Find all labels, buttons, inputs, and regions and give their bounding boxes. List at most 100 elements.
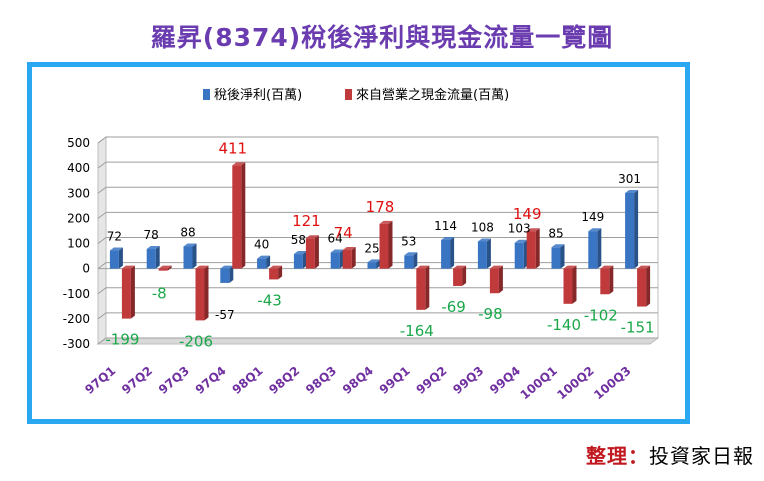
bar-net-income <box>625 192 635 269</box>
bar-cash-flow-top <box>600 265 614 269</box>
source-credit: 整理：投資家日報 <box>586 440 754 469</box>
bar-net-income-top <box>146 246 160 250</box>
data-label-net-income: 40 <box>254 238 269 252</box>
legend-label-net-income: 稅後淨利(百萬) <box>214 88 302 103</box>
bar-net-income-top <box>183 243 197 247</box>
bar-cash-flow-side <box>351 247 356 269</box>
gridline <box>97 211 658 219</box>
bar-net-income-side <box>229 265 234 283</box>
bar-net-income-top <box>293 251 307 255</box>
chart-title: 羅昇(8374)稅後淨利與現金流量一覽圖 <box>150 23 614 52</box>
y-tick-label: 300 <box>67 186 90 200</box>
bar-cash-flow <box>637 268 647 307</box>
bar-cash-flow-side <box>572 265 577 304</box>
x-tick-label: 97Q1 <box>82 364 118 397</box>
bar-cash-flow-side <box>204 265 209 321</box>
bar-net-income-top <box>441 236 455 240</box>
bar-cash-flow-side <box>646 265 651 307</box>
bar-cash-flow-side <box>388 220 393 269</box>
data-label-net-income: 64 <box>328 232 343 246</box>
bar-net-income-side <box>450 236 455 269</box>
y-tick-label: -200 <box>63 312 90 326</box>
data-label-cash-flow: -69 <box>441 298 466 316</box>
bar-cash-flow <box>416 268 426 310</box>
data-label-net-income: -57 <box>215 308 235 322</box>
x-tick-label: 99Q2 <box>414 364 450 397</box>
x-tick-label: 98Q2 <box>266 364 302 397</box>
bar-cash-flow-top <box>637 265 651 269</box>
bar-net-income <box>404 255 414 269</box>
bar-net-income-side <box>118 247 123 269</box>
data-label-cash-flow: 149 <box>513 205 542 223</box>
gridline <box>97 136 658 144</box>
bar-net-income-top <box>625 189 639 193</box>
bar-net-income-top <box>514 239 528 243</box>
plot-area: 500 400 300 200 100 0 -100 -200 -300 97Q1 97Q2 97Q3… <box>63 136 660 403</box>
data-label-net-income: 53 <box>401 234 416 248</box>
data-label-cash-flow: -206 <box>179 332 213 350</box>
data-label-cash-flow: -199 <box>105 331 139 349</box>
data-label-net-income: 108 <box>471 220 494 234</box>
x-tick-label: 100Q2 <box>554 364 596 403</box>
bar-net-income <box>514 242 524 269</box>
bar-cash-flow-top <box>416 265 430 269</box>
bar-cash-flow <box>121 268 131 319</box>
bar-net-income <box>441 239 451 269</box>
bar-cash-flow <box>232 165 242 269</box>
bar-net-income <box>220 268 230 283</box>
bar-net-income <box>477 241 487 269</box>
bar-net-income-top <box>551 244 565 248</box>
data-label-cash-flow: 411 <box>218 139 247 157</box>
data-label-net-income: 103 <box>508 222 531 236</box>
bar-net-income-side <box>560 244 565 269</box>
gridline <box>97 287 658 295</box>
bar-cash-flow-side <box>130 265 135 319</box>
x-tick-label: 99Q1 <box>377 364 413 397</box>
data-label-net-income: 114 <box>434 219 457 233</box>
gridline <box>97 237 658 244</box>
x-tick-label: 98Q4 <box>340 364 376 397</box>
y-tick-label: 200 <box>67 211 90 225</box>
bar-net-income-side <box>486 238 491 269</box>
data-label-cash-flow: -8 <box>152 285 167 303</box>
bar-cash-flow <box>269 268 279 280</box>
bar-cash-flow-top <box>305 235 319 239</box>
gridline <box>97 337 658 345</box>
bar-net-income-top <box>257 255 271 259</box>
x-tick-label: 97Q3 <box>156 364 192 397</box>
y-tick-label: 500 <box>67 136 90 150</box>
bar-net-income <box>109 250 119 269</box>
y-tick-label: -100 <box>63 287 90 301</box>
data-label-cash-flow: 121 <box>292 212 321 230</box>
bar-net-income <box>146 249 156 269</box>
bar-net-income-side <box>634 189 639 269</box>
bar-cash-flow-top <box>526 228 540 232</box>
credit-label: 整理： <box>586 444 649 468</box>
legend-swatch-cash-flow <box>345 89 352 100</box>
data-label-cash-flow: -102 <box>584 306 618 324</box>
bar-net-income <box>588 231 598 269</box>
bar-cash-flow-top <box>232 162 246 166</box>
bar-net-income <box>293 254 303 269</box>
data-label-cash-flow: 74 <box>334 224 353 242</box>
data-label-net-income: 58 <box>291 233 306 247</box>
data-label-net-income: 85 <box>548 226 563 240</box>
bar-cash-flow <box>489 268 499 294</box>
x-tick-label: 97Q4 <box>193 364 229 397</box>
bar-cash-flow-top <box>269 265 283 269</box>
bar-net-income <box>551 247 561 269</box>
bar-net-income-side <box>413 252 418 269</box>
bar-cash-flow-side <box>167 265 172 271</box>
y-tick-label: -300 <box>63 337 90 351</box>
legend-swatch-net-income <box>203 89 210 100</box>
bar-cash-flow-top <box>158 265 172 269</box>
data-label-net-income: 78 <box>144 228 159 242</box>
bar-cash-flow-side <box>425 265 430 310</box>
bar-net-income-side <box>192 243 197 269</box>
bar-cash-flow-top <box>342 247 356 251</box>
gridline <box>97 161 658 169</box>
data-label-cash-flow: -43 <box>257 291 282 309</box>
bar-net-income <box>183 246 193 269</box>
y-tick-label: 0 <box>82 262 90 276</box>
